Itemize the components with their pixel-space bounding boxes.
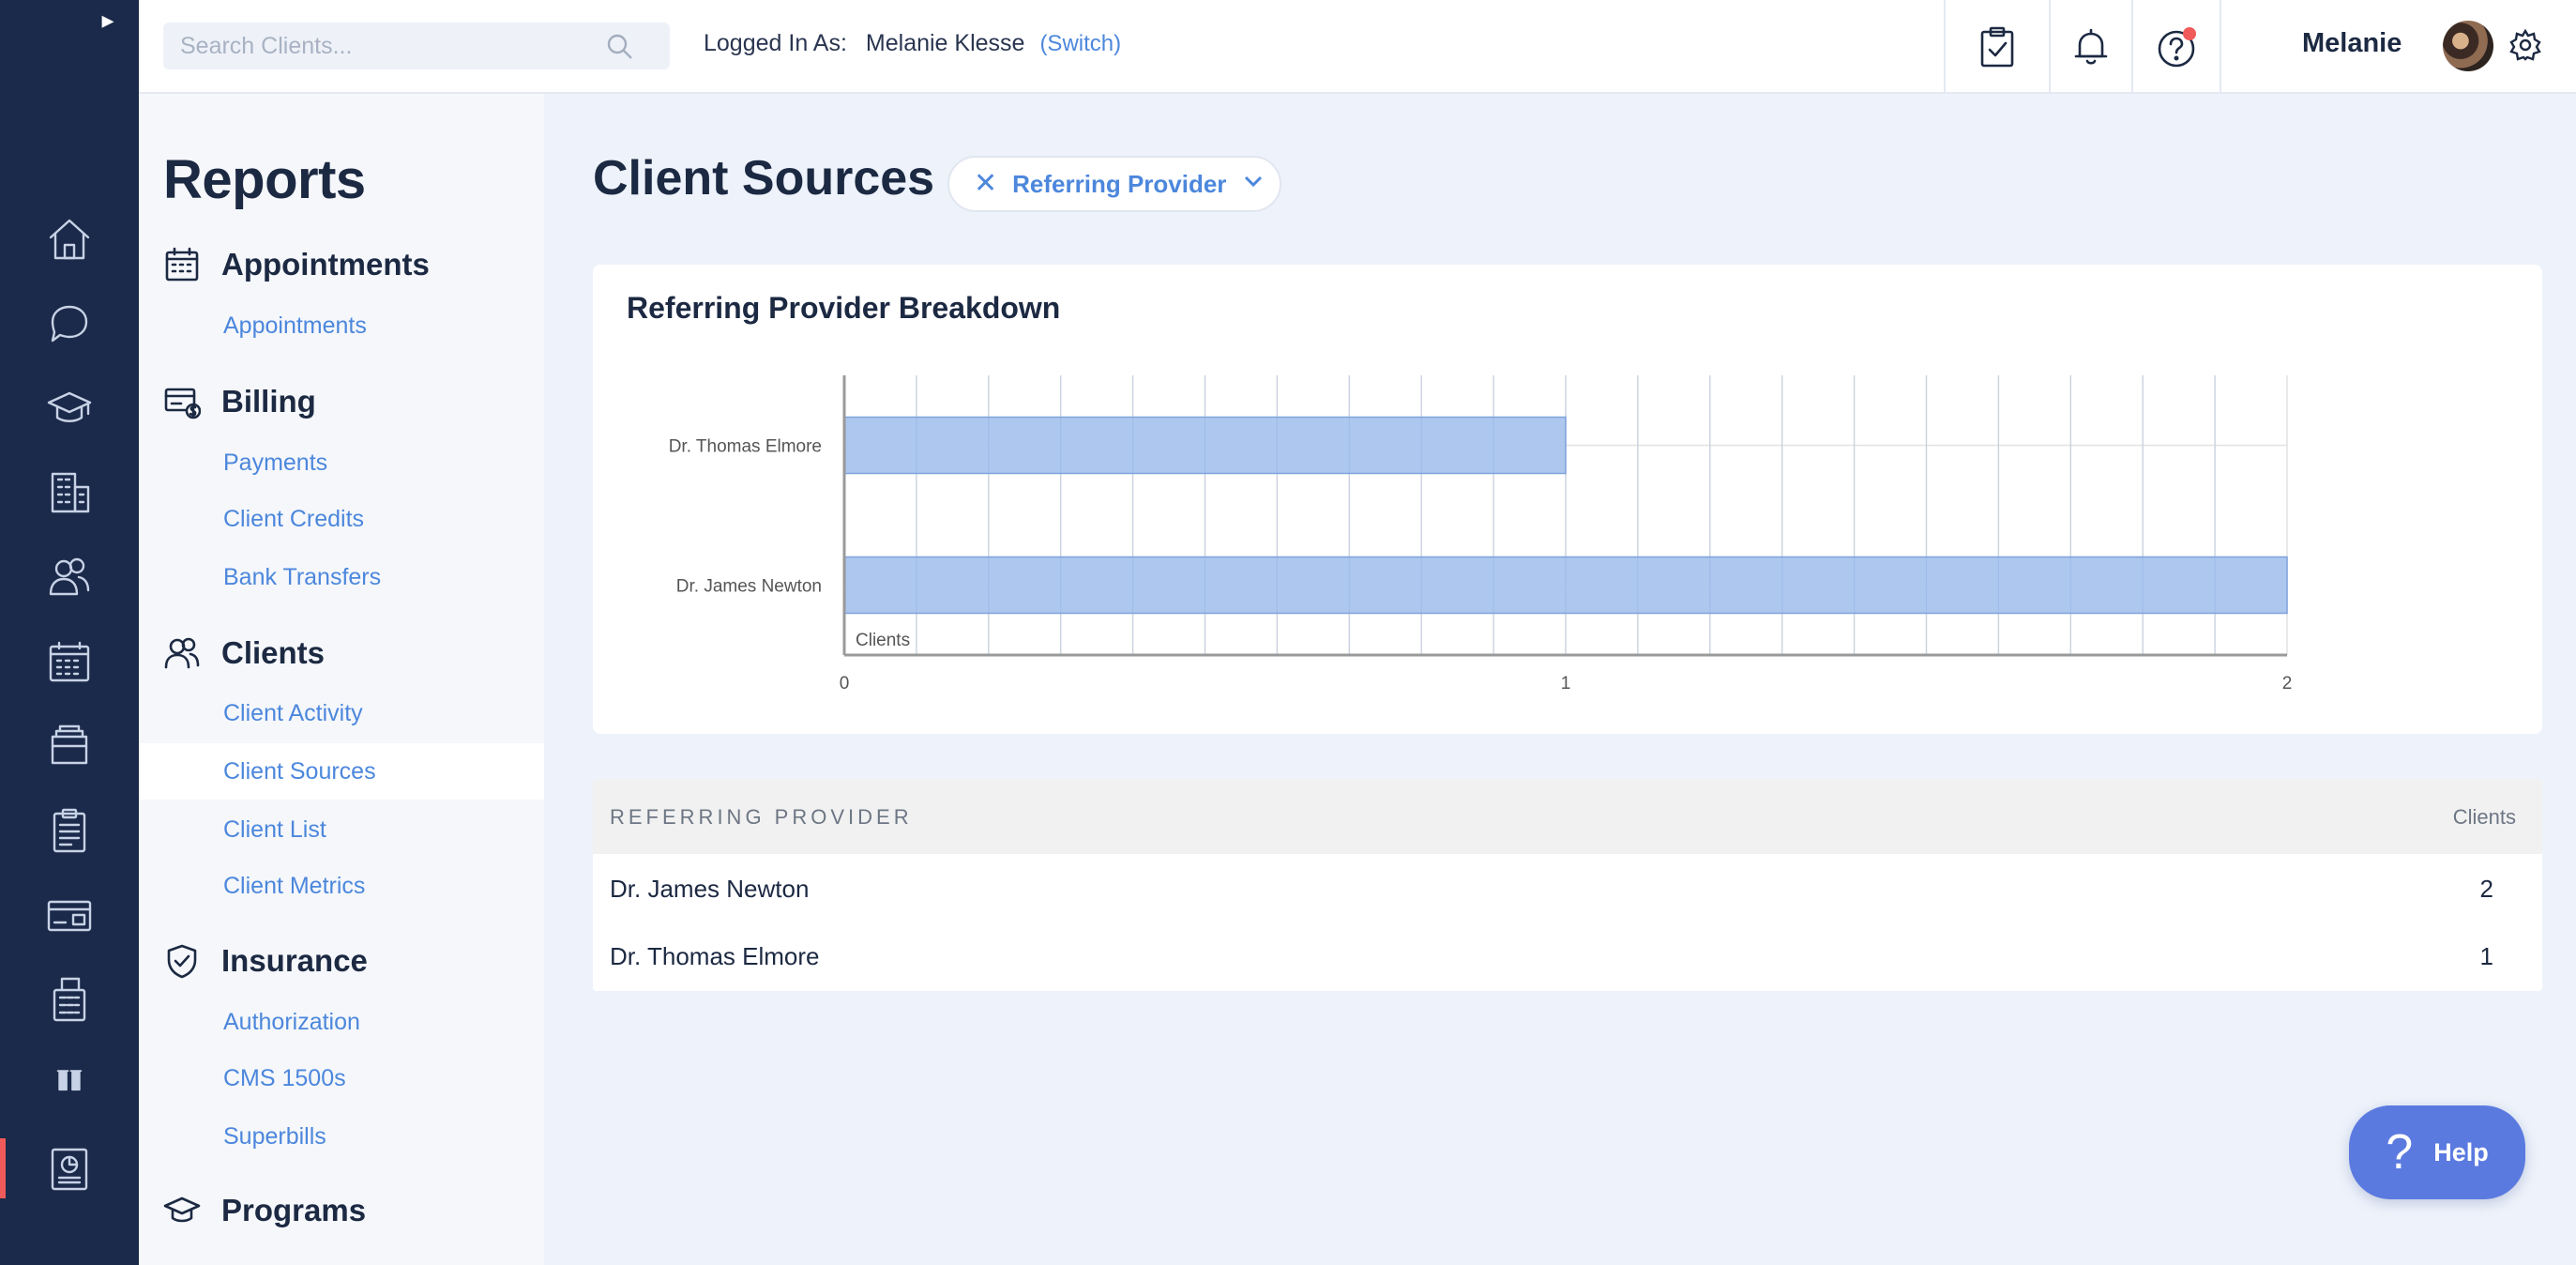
switch-user-link[interactable]: (Switch): [1039, 31, 1122, 56]
cell-provider: Dr. James Newton: [610, 875, 810, 903]
bar: [843, 416, 1567, 475]
users-icon[interactable]: [0, 540, 139, 615]
lab-icon[interactable]: [0, 1044, 139, 1119]
graduation-cap-icon: [163, 1196, 201, 1223]
bell-icon: [2074, 28, 2108, 65]
chevron-down-icon[interactable]: [1241, 169, 1265, 200]
column-header-clients[interactable]: Clients: [2452, 805, 2516, 829]
section-programs: Programs: [163, 1192, 366, 1229]
cell-clients: 2: [2479, 875, 2493, 903]
user-name[interactable]: Melanie: [2302, 28, 2402, 58]
gear-icon[interactable]: [2508, 28, 2542, 62]
table-row[interactable]: Dr. James Newton 2: [593, 854, 2542, 922]
shield-check-icon: [167, 944, 197, 979]
tick-label: 2: [2282, 674, 2293, 693]
folders-icon[interactable]: [0, 709, 139, 784]
top-bar: Logged In As: Melanie Klesse (Switch) Me…: [139, 0, 2576, 94]
section-insurance: Insurance: [163, 942, 368, 980]
chart-card: Referring Provider Breakdown Dr. Thomas …: [593, 265, 2542, 734]
nav-authorization[interactable]: Authorization: [223, 1008, 360, 1035]
section-appointments-label: Appointments: [221, 247, 430, 282]
nav-client-sources[interactable]: Client Sources: [139, 743, 544, 800]
section-clients-label: Clients: [221, 635, 326, 670]
question-icon: [2158, 27, 2196, 68]
home-icon[interactable]: [0, 202, 139, 277]
nav-client-metrics[interactable]: Client Metrics: [223, 872, 366, 899]
clipboard-icon[interactable]: [0, 793, 139, 868]
chat-icon[interactable]: [0, 286, 139, 361]
avatar[interactable]: [2443, 21, 2493, 71]
card-icon[interactable]: [0, 877, 139, 953]
search-input[interactable]: [163, 23, 604, 69]
logged-in-user: Melanie Klesse: [865, 30, 1025, 56]
nav-bank-transfers[interactable]: Bank Transfers: [223, 563, 382, 590]
search-icon[interactable]: [606, 33, 634, 61]
cell-provider: Dr. Thomas Elmore: [610, 942, 820, 970]
nav-client-activity[interactable]: Client Activity: [223, 699, 363, 726]
reports-sidebar: Reports Appointments Appointments Billin…: [139, 94, 544, 1265]
section-programs-label: Programs: [221, 1193, 367, 1227]
nav-cms-1500s[interactable]: CMS 1500s: [223, 1064, 346, 1091]
category-label: Dr. James Newton: [676, 577, 822, 597]
category-label: Dr. Thomas Elmore: [669, 437, 822, 457]
billing-icon: [164, 388, 201, 419]
legend-label: Clients: [856, 631, 910, 650]
bar-chart: Dr. Thomas Elmore Dr. James Newton 0 1 2 Clie…: [669, 375, 2293, 693]
section-insurance-label: Insurance: [221, 943, 368, 978]
cell-clients: 1: [2479, 942, 2493, 970]
table-header: REFERRING PROVIDER Clients: [593, 779, 2542, 854]
section-clients: Clients: [163, 634, 325, 672]
section-appointments: Appointments: [163, 246, 430, 283]
app-rail: ▸: [0, 0, 139, 1265]
expand-icon[interactable]: ▸: [101, 6, 114, 34]
bar: [843, 556, 2288, 615]
tasks-button[interactable]: [1944, 0, 2049, 94]
section-billing-label: Billing: [221, 384, 316, 419]
tick-label: 1: [1561, 674, 1571, 693]
chart-title: Referring Provider Breakdown: [627, 291, 1061, 325]
logged-in-info: Logged In As: Melanie Klesse (Switch): [704, 30, 1121, 57]
clipboard-check-icon: [1980, 26, 2014, 68]
reports-icon[interactable]: [0, 1131, 139, 1206]
building-icon[interactable]: [0, 455, 139, 530]
logged-in-label: Logged In As:: [704, 30, 847, 56]
section-billing: Billing: [163, 383, 316, 420]
notifications-button[interactable]: [2049, 0, 2131, 94]
calendar-icon[interactable]: [0, 624, 139, 699]
calendar-icon: [165, 247, 199, 282]
fax-icon[interactable]: [0, 962, 139, 1037]
close-icon[interactable]: ✕: [974, 168, 998, 199]
nav-payments[interactable]: Payments: [223, 449, 328, 476]
search-box: [163, 23, 670, 69]
filter-pill[interactable]: ✕ Referring Provider: [947, 156, 1281, 212]
nav-appointments[interactable]: Appointments: [223, 312, 367, 339]
help-center-button[interactable]: [2131, 0, 2221, 94]
nav-client-credits[interactable]: Client Credits: [223, 505, 365, 532]
nav-superbills[interactable]: Superbills: [223, 1122, 326, 1150]
reports-title: Reports: [163, 149, 366, 210]
graduation-cap-icon[interactable]: [0, 371, 139, 446]
nav-client-list[interactable]: Client List: [223, 815, 326, 843]
page-title: Client Sources: [593, 151, 935, 206]
question-icon: ?: [2386, 1125, 2414, 1180]
tick-label: 0: [840, 674, 850, 693]
table-row[interactable]: Dr. Thomas Elmore 1: [593, 922, 2542, 989]
help-label: Help: [2433, 1137, 2489, 1166]
filter-label: Referring Provider: [1012, 169, 1227, 198]
help-button[interactable]: ? Help: [2349, 1105, 2525, 1199]
column-header-provider[interactable]: REFERRING PROVIDER: [610, 805, 913, 829]
users-icon: [164, 637, 200, 669]
data-table: REFERRING PROVIDER Clients Dr. James New…: [593, 779, 2542, 991]
